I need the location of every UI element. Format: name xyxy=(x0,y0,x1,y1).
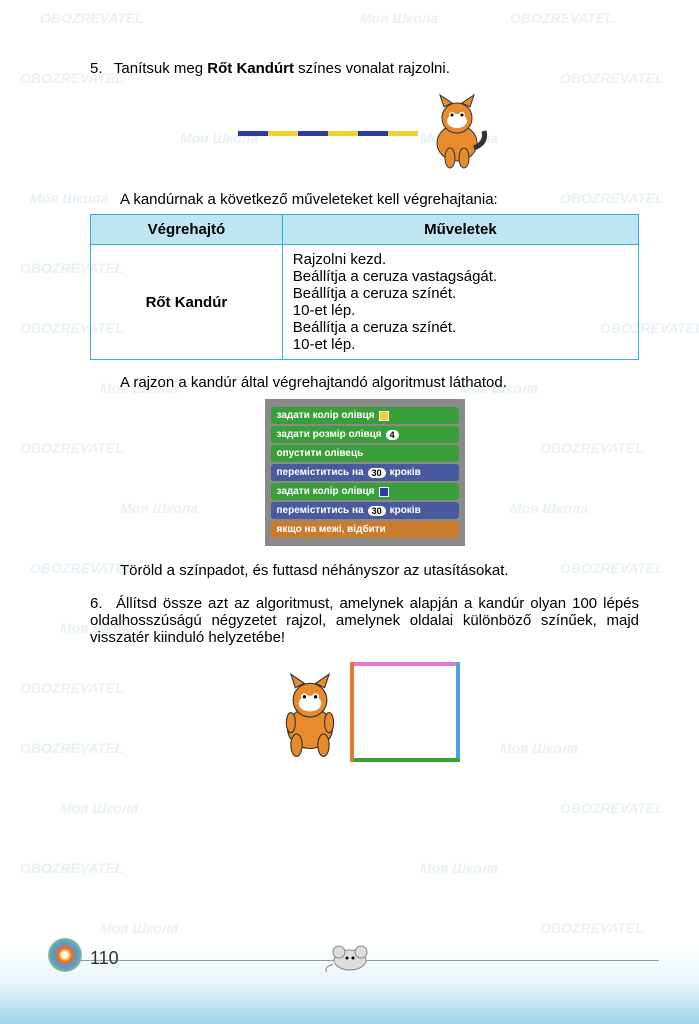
td-executor: Rőt Kandúr xyxy=(91,245,283,360)
exercise-bold: Rőt Kandúrt xyxy=(207,60,294,77)
cat-icon xyxy=(270,672,350,762)
op-line: 10-et lép. xyxy=(293,302,628,319)
page-number: 110 xyxy=(90,948,119,969)
line-segment xyxy=(238,131,268,136)
colored-line-figure xyxy=(90,93,639,173)
square-top xyxy=(350,662,460,666)
op-line: Beállítja a ceruza színét. xyxy=(293,285,628,302)
scratch-row: задати розмір олівця4 xyxy=(271,426,459,443)
exercise-5: 5. Tanítsuk meg Rőt Kandúrt színes vonal… xyxy=(90,60,639,77)
op-line: Beállítja a ceruza színét. xyxy=(293,319,628,336)
page-content: 5. Tanítsuk meg Rőt Kandúrt színes vonal… xyxy=(0,0,699,762)
line-segment xyxy=(298,131,328,136)
op-line: Beállítja a ceruza vastagságát. xyxy=(293,268,628,285)
square-right xyxy=(456,662,460,762)
scratch-row: опустити олівець xyxy=(271,445,459,462)
op-line: Rajzolni kezd. xyxy=(293,251,628,268)
scratch-row: задати колір олівця xyxy=(271,407,459,424)
exercise-text-post: színes vonalat rajzolni. xyxy=(294,60,450,77)
line-segment xyxy=(328,131,358,136)
exercise-text-pre: Tanítsuk meg xyxy=(114,60,207,77)
scratch-row: переміститись на30кроків xyxy=(271,464,459,481)
line-segment xyxy=(268,131,298,136)
operations-table: Végrehajtó Műveletek Rőt Kandúr Rajzolni… xyxy=(90,214,639,360)
scratch-row: задати колір олівця xyxy=(271,483,459,500)
scratch-row: переміститись на30кроків xyxy=(271,502,459,519)
color-line xyxy=(238,131,418,136)
th-executor: Végrehajtó xyxy=(91,215,283,245)
algorithm-caption: A rajzon a kandúr által végrehajtandó al… xyxy=(120,374,639,391)
mouse-icon xyxy=(325,938,375,978)
td-ops: Rajzolni kezd.Beállítja a ceruza vastags… xyxy=(282,245,638,360)
para-after-scratch: Töröld a színpadot, és futtasd néhányszo… xyxy=(120,562,639,579)
line-segment xyxy=(388,131,418,136)
colored-square xyxy=(350,662,460,762)
square-figure xyxy=(90,662,639,762)
line-segment xyxy=(358,131,388,136)
table-intro: A kandúrnak a következő műveleteket kell… xyxy=(120,191,639,208)
square-left xyxy=(350,662,354,762)
th-ops: Műveletek xyxy=(282,215,638,245)
scratch-row: якщо на межі, відбити xyxy=(271,521,459,538)
square-bottom xyxy=(350,758,460,762)
exercise-number: 5. xyxy=(90,60,110,77)
cd-icon xyxy=(48,938,82,972)
exercise-number: 6. xyxy=(90,595,110,612)
op-line: 10-et lép. xyxy=(293,336,628,353)
exercise-6-text: Állítsd össze azt az algoritmust, amelyn… xyxy=(90,595,639,646)
exercise-6: 6. Állítsd össze azt az algoritmust, ame… xyxy=(90,595,639,646)
page-footer: 110 xyxy=(0,944,699,1024)
scratch-code-block: задати колір олівця задати розмір олівця4… xyxy=(265,399,465,546)
cat-icon xyxy=(422,93,492,173)
